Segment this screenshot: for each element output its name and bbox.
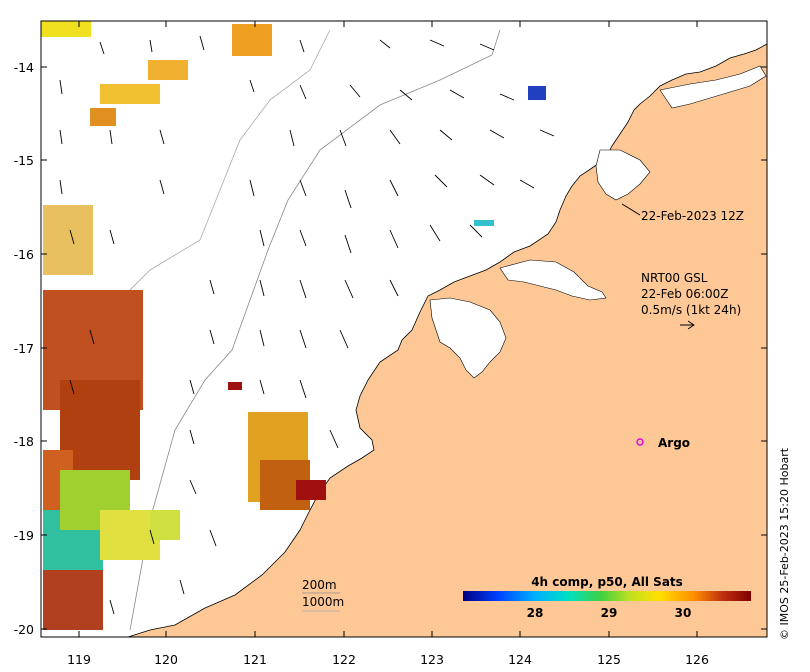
track-time-label: 22-Feb-2023 12Z	[641, 209, 744, 223]
argo-label: Argo	[658, 436, 690, 450]
colorbar-title: 4h comp, p50, All Sats	[531, 575, 683, 589]
current-scale-label: 0.5m/s (1kt 24h)	[641, 303, 741, 317]
isobath-1000-label: 1000m	[302, 595, 344, 609]
x-axis-ticks	[78, 21, 698, 637]
x-tick-label: 122	[332, 652, 356, 667]
x-tick-label: 120	[154, 652, 178, 667]
credit-text: © IMOS 25-Feb-2023 15:20 Hobart	[778, 447, 791, 640]
y-tick-label: -15	[14, 153, 34, 168]
y-tick-label: -18	[14, 434, 34, 449]
x-tick-label: 126	[685, 652, 709, 667]
isobath-200m	[129, 29, 501, 631]
inlet-east	[595, 149, 651, 201]
plot-frame	[40, 20, 768, 638]
y-tick-label: -14	[14, 60, 34, 75]
colorbar-tick: 30	[675, 606, 692, 620]
x-tick-label: 125	[597, 652, 621, 667]
y-tick-label: -20	[14, 622, 34, 637]
sst-patches	[41, 21, 546, 630]
isobath-200-label: 200m	[302, 578, 337, 592]
current-time-label: 22-Feb 06:00Z	[641, 287, 728, 301]
inlet-northeast	[659, 65, 767, 109]
x-tick-label: 119	[67, 652, 91, 667]
track-leader-line	[621, 203, 641, 216]
x-tick-label: 124	[508, 652, 532, 667]
colorbar-tick: 29	[601, 606, 618, 620]
king-sound	[429, 297, 507, 379]
y-tick-label: -16	[14, 247, 34, 262]
y-tick-label: -17	[14, 341, 34, 356]
inlet-north	[499, 259, 607, 301]
colorbar-tick: 28	[527, 606, 544, 620]
colorbar	[463, 591, 751, 601]
x-tick-label: 123	[420, 652, 444, 667]
current-vectors	[59, 35, 695, 615]
x-tick-label: 121	[243, 652, 267, 667]
y-tick-label: -19	[14, 528, 34, 543]
y-axis-ticks	[41, 66, 767, 630]
argo-marker	[636, 438, 644, 446]
current-source-label: NRT00 GSL	[641, 271, 708, 285]
